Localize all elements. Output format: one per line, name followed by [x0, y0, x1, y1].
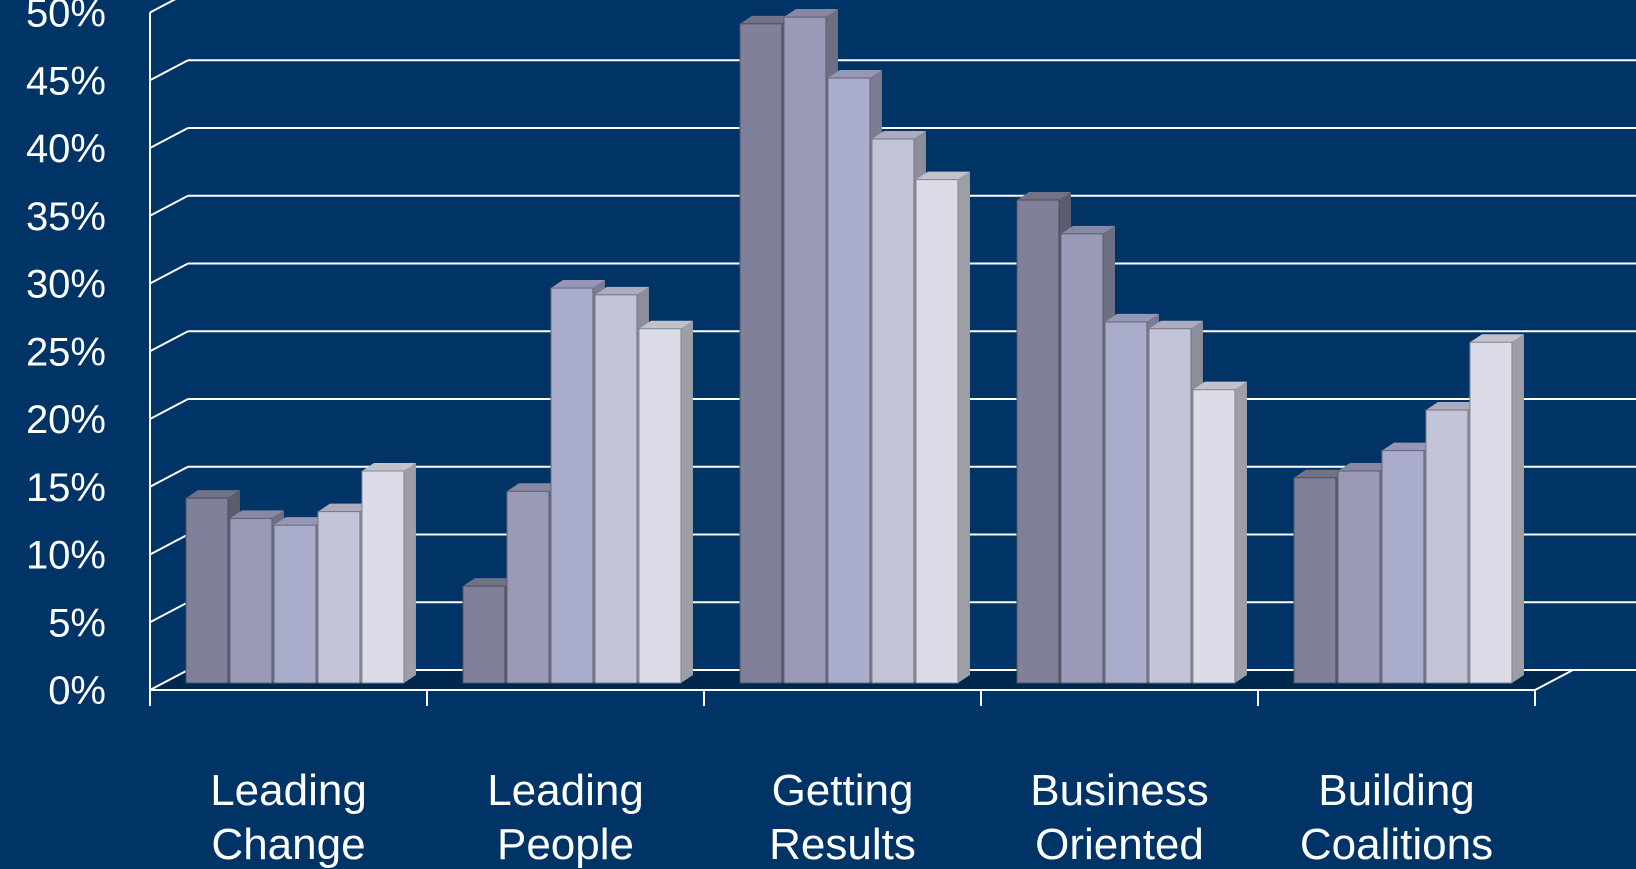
gridline-diagonal	[149, 533, 189, 556]
x-category-label: Coalitions	[1300, 820, 1493, 869]
bar-top	[1060, 225, 1115, 234]
gridline-diagonal	[149, 194, 189, 217]
bar	[638, 328, 682, 684]
y-tick-label: 5%	[48, 601, 106, 645]
bar	[1469, 341, 1513, 684]
bar-top	[361, 462, 416, 471]
bar-top	[273, 517, 328, 526]
y-tick-label: 0%	[48, 669, 106, 713]
bar	[550, 287, 594, 684]
x-category-label: Change	[211, 820, 365, 869]
y-tick-label: 35%	[26, 195, 106, 239]
bar-top	[1016, 191, 1071, 200]
x-category-label: Leading	[210, 766, 367, 815]
gridline-diagonal	[149, 601, 189, 624]
bar-top	[550, 280, 605, 289]
bar-top	[462, 578, 517, 587]
y-tick-label: 45%	[26, 59, 106, 103]
bar-top	[739, 15, 794, 24]
bar	[317, 511, 361, 684]
bar	[783, 16, 827, 684]
bar	[1425, 409, 1469, 684]
y-tick-label: 40%	[26, 127, 106, 171]
bar-top	[1469, 334, 1524, 343]
bar-side	[1511, 334, 1524, 683]
bar-side	[680, 320, 693, 683]
bar	[273, 524, 317, 684]
bar	[827, 77, 871, 684]
y-tick-label: 15%	[26, 466, 106, 510]
gridline-diagonal	[149, 59, 189, 82]
bar-top	[1293, 469, 1348, 478]
bar	[506, 490, 550, 684]
bar-top	[594, 286, 649, 295]
bar	[1293, 477, 1337, 684]
bar	[1060, 233, 1104, 684]
gridline-diagonal	[149, 262, 189, 285]
bar-side	[403, 462, 416, 683]
bar-top	[1425, 402, 1480, 410]
bar-top	[1381, 442, 1436, 451]
x-category-label: Business	[1030, 766, 1209, 815]
bar-top	[638, 320, 693, 329]
bar	[1192, 389, 1236, 684]
bar-top	[1192, 381, 1247, 390]
bar	[1016, 199, 1060, 684]
bar-top	[871, 131, 926, 139]
bar-top	[185, 490, 240, 499]
bar-side	[957, 171, 970, 683]
bar	[1381, 450, 1425, 684]
y-tick-label: 25%	[26, 330, 106, 374]
bar-top	[506, 483, 561, 492]
x-category-label: Building	[1318, 766, 1475, 815]
gridline-diagonal	[149, 669, 189, 691]
bar-top	[915, 171, 970, 180]
y-tick-label: 10%	[26, 534, 106, 578]
x-category-label: Leading	[487, 766, 644, 815]
gridline-diagonal	[149, 398, 189, 420]
bar-top	[1337, 462, 1392, 471]
gridline-diagonal	[149, 465, 189, 488]
bar	[229, 517, 273, 684]
bar	[871, 138, 915, 684]
gridline-diagonal	[149, 0, 176, 14]
bar-top	[1104, 313, 1159, 322]
gridline-diagonal	[149, 127, 189, 149]
bar	[915, 179, 959, 684]
bar	[594, 294, 638, 684]
bar	[462, 585, 506, 684]
bar-side	[1234, 381, 1247, 683]
x-category-label: Oriented	[1035, 820, 1204, 869]
y-tick-label: 50%	[26, 0, 106, 36]
x-category-label: Results	[769, 820, 916, 869]
bar-top	[1148, 320, 1203, 329]
bar	[1148, 328, 1192, 684]
y-tick-label: 30%	[26, 263, 106, 307]
bar	[185, 497, 229, 684]
x-axis-depth-line	[1534, 669, 1574, 691]
bar	[1337, 470, 1381, 684]
x-category-label: People	[497, 820, 634, 869]
gridline-diagonal	[149, 330, 189, 353]
bar-top	[317, 503, 372, 512]
x-category-label: Getting	[772, 766, 914, 815]
bar-top	[827, 70, 882, 79]
bar	[1104, 321, 1148, 684]
y-tick-label: 20%	[26, 398, 106, 442]
bar	[361, 470, 405, 684]
bar-top	[229, 510, 284, 519]
bar	[739, 23, 783, 684]
bar-top	[783, 9, 838, 18]
